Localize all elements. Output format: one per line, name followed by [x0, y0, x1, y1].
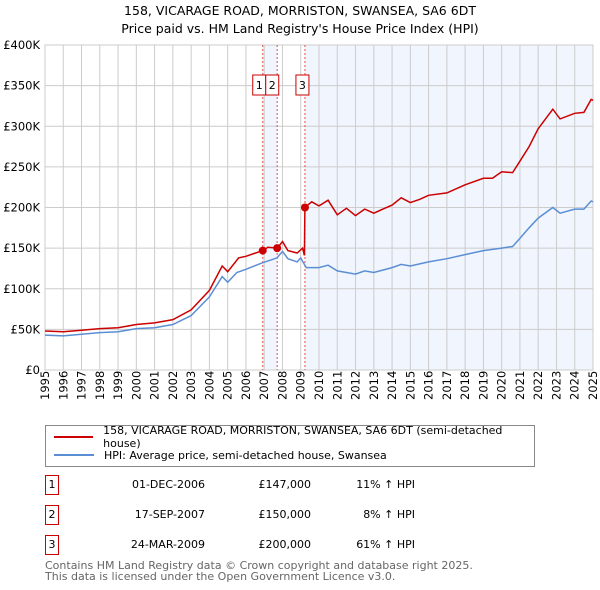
legend-label: 158, VICARAGE ROAD, MORRISTON, SWANSEA, … [103, 424, 503, 450]
x-tick-label: 2021 [513, 371, 527, 400]
x-tick-label: 2020 [495, 371, 509, 400]
y-tick-label: £50K [11, 322, 41, 336]
y-tick-label: £0 [25, 363, 40, 377]
x-tick-label: 2000 [129, 371, 143, 400]
legend-item-hpi: HPI: Average price, semi-detached house,… [54, 446, 387, 464]
x-tick-label: 2023 [549, 371, 563, 400]
sale-label-box [295, 74, 310, 96]
hpi-diff: 11% ↑ HPI [356, 478, 415, 491]
plot-frame [44, 44, 594, 371]
sale-point [273, 244, 282, 253]
hpi-diff: 61% ↑ HPI [356, 538, 415, 551]
x-tick-label: 2016 [422, 371, 436, 400]
x-tick-label: 1997 [75, 371, 89, 400]
x-tick-label: 2015 [403, 371, 417, 400]
footer: Contains HM Land Registry data © Crown c… [45, 560, 473, 582]
y-tick-label: £250K [3, 160, 40, 174]
x-tick-label: 2008 [275, 371, 289, 400]
x-tick-label: 2018 [458, 371, 472, 400]
sale-label: 1 [256, 79, 263, 92]
y-tick-label: £350K [3, 79, 40, 93]
x-tick-label: 2007 [257, 371, 271, 400]
x-tick-label: 1999 [111, 371, 125, 400]
series-line [44, 200, 594, 337]
x-tick-label: 2006 [239, 371, 253, 400]
hpi-diff: 8% ↑ HPI [363, 508, 415, 521]
marker-label: 2 [45, 505, 59, 525]
x-tick-label: 2011 [330, 371, 344, 400]
x-tick-label: 2001 [148, 371, 162, 400]
x-tick-label: 1998 [93, 371, 107, 400]
sale-price: £200,000 [258, 538, 312, 551]
x-tick-label: 2010 [312, 371, 326, 400]
sale-label-box [265, 74, 280, 96]
sale-label: 3 [299, 79, 306, 92]
x-tick-label: 2012 [349, 371, 363, 400]
x-tick-label: 2002 [166, 371, 180, 400]
x-tick-label: 2022 [531, 371, 545, 400]
sale-date: 24-MAR-2009 [130, 538, 205, 551]
x-tick-label: 2014 [385, 371, 399, 400]
sale-label: 2 [269, 79, 276, 92]
x-tick-label: 2005 [221, 371, 235, 400]
y-tick-label: £100K [3, 282, 40, 296]
footer-line: This data is licensed under the Open Gov… [45, 570, 396, 583]
y-tick-label: £150K [3, 241, 40, 255]
x-tick-label: 2013 [367, 371, 381, 400]
chart-subtitle: Price paid vs. HM Land Registry's House … [121, 21, 479, 36]
x-tick-label: 2024 [568, 371, 582, 400]
y-tick-label: £400K [3, 38, 40, 52]
legend: 158, VICARAGE ROAD, MORRISTON, SWANSEA, … [45, 424, 535, 467]
x-tick-label: 2004 [202, 371, 216, 400]
sale-price: £147,000 [258, 478, 312, 491]
x-tick-label: 1995 [38, 371, 52, 400]
x-tick-label: 2025 [586, 371, 600, 400]
y-tick-label: £200K [3, 201, 40, 215]
sale-price: £150,000 [258, 508, 312, 521]
chart-title: 158, VICARAGE ROAD, MORRISTON, SWANSEA, … [124, 3, 476, 18]
sale-date: 17-SEP-2007 [134, 508, 205, 521]
footer-line: Contains HM Land Registry data © Crown c… [45, 559, 473, 572]
x-tick-label: 2009 [294, 371, 308, 400]
sale-point [258, 246, 267, 255]
x-tick-label: 2017 [440, 371, 454, 400]
sale-date: 01-DEC-2006 [131, 478, 205, 491]
sale-point [300, 203, 309, 212]
legend-label: HPI: Average price, semi-detached house,… [104, 448, 387, 462]
x-tick-label: 1996 [56, 371, 70, 400]
x-tick-label: 2003 [184, 371, 198, 400]
marker-label: 1 [45, 475, 59, 495]
x-tick-label: 2019 [476, 371, 490, 400]
legend-swatch-red [54, 436, 94, 438]
marker-label: 3 [45, 535, 59, 555]
legend-swatch-blue [54, 454, 94, 456]
series-line [44, 98, 594, 333]
y-tick-label: £300K [3, 119, 40, 133]
price-chart: 1995 1996 1997 1998 1999 2000 2001 2002 2003 2004… [3, 38, 600, 400]
legend-item-property: 158, VICARAGE ROAD, MORRISTON, SWANSEA, … [54, 424, 534, 450]
